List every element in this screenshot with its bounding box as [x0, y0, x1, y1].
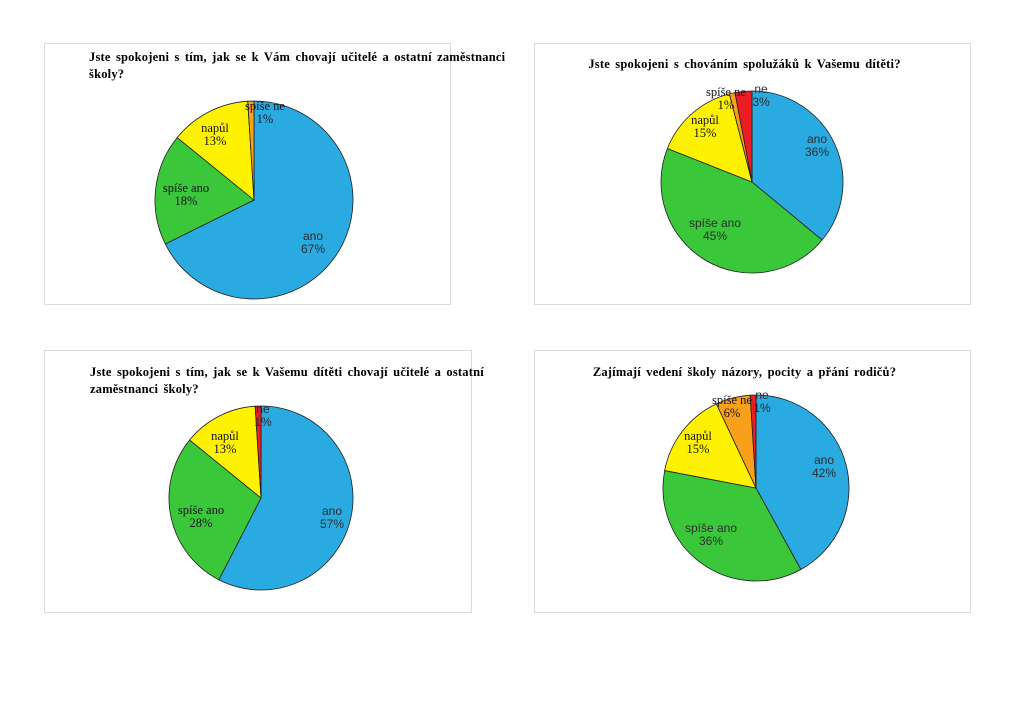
chart-title-line: Jste spokojeni s tím, jak se k Vám chova…: [89, 50, 506, 64]
slice-label-pct: 67%: [300, 242, 326, 256]
pie-slice-ano: [164, 100, 354, 300]
pie-slice-napůl: [189, 405, 262, 499]
slice-label-pct: 36%: [804, 145, 830, 159]
slice-label-napůl: napůl 15%: [691, 114, 719, 140]
slice-label-napůl: napůl 13%: [211, 430, 239, 456]
chart-card-classmates-behavior: Jste spokojeni s chováním spolužáků k Va…: [534, 43, 971, 305]
slice-label-pct: 6%: [723, 406, 741, 420]
slice-label-spíše-ne: spíše ne 1%: [245, 100, 285, 126]
slice-label-ne: ne 1%: [254, 403, 271, 429]
pie-slice-spíše-ano: [154, 137, 255, 245]
pie-chart: [154, 100, 354, 300]
chart-card-teachers-to-you: Jste spokojeni s tím, jak se k Vám chova…: [44, 43, 505, 305]
pie-slice-ne: [749, 394, 757, 489]
slice-label-ne: ne 1%: [753, 389, 770, 415]
pie-slice-ano: [755, 394, 850, 570]
slice-label-pct: 1%: [717, 98, 735, 112]
chart-title-line: Zajímají vedení školy názory, pocity a p…: [592, 365, 897, 379]
slice-label-ano: ano 67%: [301, 230, 325, 256]
pie-chart: [662, 394, 850, 582]
pie-slice-spíše-ne: [247, 100, 255, 201]
slice-label-pct: 42%: [811, 466, 837, 480]
slice-label-text: spíše ne: [706, 85, 746, 99]
slice-label-pct: 3%: [752, 95, 770, 109]
chart-card-school-management-interest: Zajímají vedení školy názory, pocity a p…: [534, 350, 971, 613]
pie-slice-spíše-ano: [168, 439, 262, 581]
slice-label-pct: 28%: [189, 516, 213, 530]
slice-label-napůl: napůl 13%: [201, 122, 229, 148]
slice-label-spíše-ne: spíše ne 1%: [706, 86, 746, 112]
pie-slice-ano: [751, 90, 844, 241]
pie-slice-spíše-ano: [662, 470, 802, 582]
chart-title: Jste spokojeni s chováním spolužáků k Va…: [539, 56, 950, 73]
slice-label-text: ano: [321, 504, 343, 518]
chart-title-line: Jste spokojeni s chováním spolužáků k Va…: [588, 57, 901, 71]
pie-chart: [168, 405, 354, 591]
slice-label-spíše-ano: spíše ano 45%: [689, 217, 741, 243]
pie-chart: [660, 90, 844, 274]
pie-slice-spíše-ano: [660, 148, 823, 274]
pie-slice-napůl: [664, 403, 757, 489]
slice-label-text: spíše ano: [688, 216, 742, 230]
chart-title-line: zaměstnanci školy?: [90, 382, 199, 396]
slice-label-text: ano: [806, 132, 828, 146]
slice-label-text: ano: [813, 453, 835, 467]
slice-label-text: spíše ano: [177, 503, 225, 517]
slice-label-pct: 13%: [203, 134, 227, 148]
slice-label-spíše-ano: spíše ano 28%: [178, 504, 224, 530]
slice-label-pct: 57%: [319, 517, 345, 531]
slice-label-ne: ne 3%: [752, 83, 769, 109]
chart-card-teachers-to-child: Jste spokojeni s tím, jak se k Vašemu dí…: [44, 350, 484, 613]
slice-label-pct: 13%: [213, 442, 237, 456]
slice-label-text: spíše ano: [684, 521, 738, 535]
chart-title-line: školy?: [89, 67, 125, 81]
slice-label-pct: 45%: [702, 229, 728, 243]
slice-label-ano: ano 36%: [805, 133, 829, 159]
slice-label-text: ano: [302, 229, 324, 243]
slice-label-text: ne: [256, 402, 270, 416]
pie-slice-ne: [254, 405, 262, 499]
chart-title-line: Jste spokojeni s tím, jak se k Vašemu dí…: [90, 365, 484, 379]
slice-label-text: spíše ne: [712, 393, 752, 407]
pie-slice-ano: [218, 405, 354, 591]
slice-label-text: spíše ne: [245, 99, 285, 113]
slice-label-pct: 15%: [686, 442, 710, 456]
slice-label-text: spíše ano: [162, 181, 210, 195]
chart-title: Jste spokojeni s tím, jak se k Vám chova…: [89, 49, 506, 83]
slice-label-spíše-ano: spíše ano 18%: [163, 182, 209, 208]
slice-label-pct: 15%: [693, 126, 717, 140]
slice-label-ano: ano 42%: [812, 454, 836, 480]
slice-label-pct: 1%: [254, 415, 272, 429]
slice-label-text: napůl: [201, 121, 229, 135]
slice-label-pct: 36%: [698, 534, 724, 548]
slice-label-text: napůl: [684, 429, 712, 443]
slice-label-text: napůl: [691, 113, 719, 127]
slice-label-text: napůl: [211, 429, 239, 443]
slice-label-napůl: napůl 15%: [684, 430, 712, 456]
slice-label-pct: 1%: [753, 401, 771, 415]
slice-label-pct: 1%: [256, 112, 274, 126]
slice-label-spíše-ano: spíše ano 36%: [685, 522, 737, 548]
slice-label-text: ne: [754, 82, 768, 96]
slice-label-ano: ano 57%: [320, 505, 344, 531]
slice-label-text: ne: [755, 388, 769, 402]
slice-label-spíše-ne: spíše ne 6%: [712, 394, 752, 420]
pie-slice-napůl: [176, 100, 255, 201]
chart-title: Jste spokojeni s tím, jak se k Vašemu dí…: [90, 364, 484, 398]
chart-title: Zajímají vedení školy názory, pocity a p…: [539, 364, 950, 381]
slice-label-pct: 18%: [174, 194, 198, 208]
pie-slice-napůl: [666, 93, 753, 183]
pie-slice-ne: [734, 90, 753, 183]
